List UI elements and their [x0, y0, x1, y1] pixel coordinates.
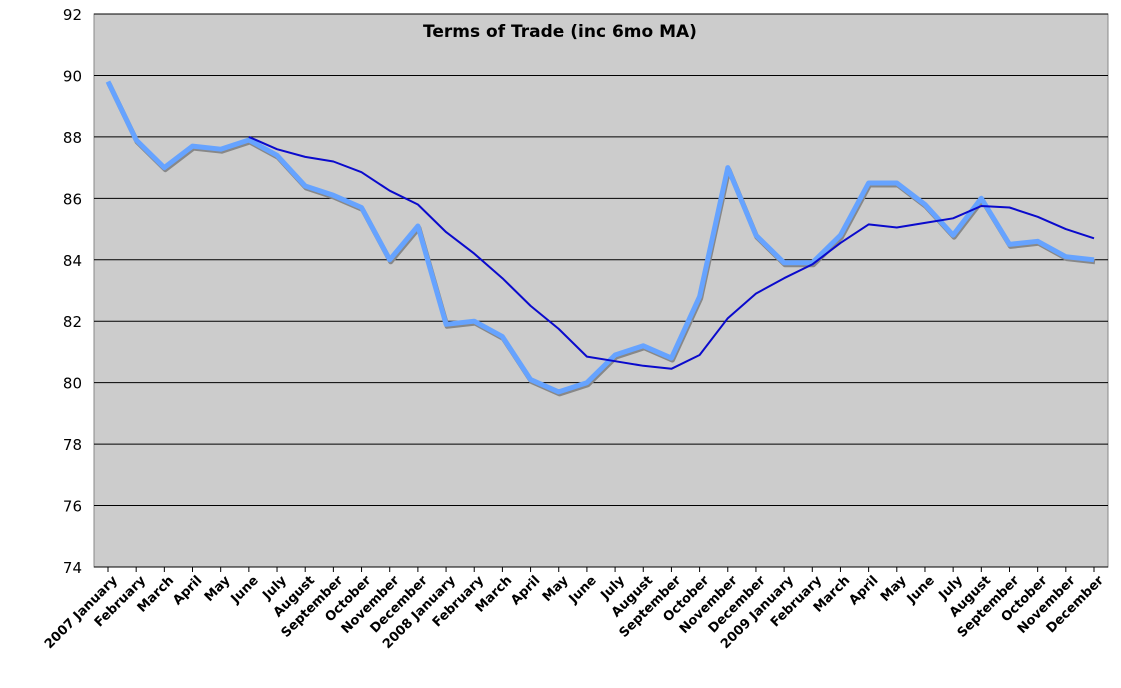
y-tick-label: 92 — [63, 6, 82, 24]
y-tick-label: 74 — [63, 559, 82, 577]
x-tick-label: April — [508, 573, 543, 608]
y-tick-label: 76 — [63, 498, 82, 516]
chart-title: Terms of Trade (inc 6mo MA) — [423, 22, 697, 42]
y-tick-label: 88 — [63, 129, 82, 147]
x-tick-label: June — [566, 573, 600, 607]
x-tick-label: June — [904, 573, 938, 607]
y-tick-label: 80 — [63, 375, 82, 393]
y-tick-label: 90 — [63, 67, 82, 85]
x-tick-label: May — [202, 573, 234, 605]
x-tick-label: May — [540, 573, 572, 605]
x-tick-label: April — [170, 573, 205, 608]
x-tick-label: April — [846, 573, 881, 608]
y-tick-label: 84 — [63, 252, 82, 270]
x-tick-label: June — [228, 573, 262, 607]
y-axis: 74 76 78 80 82 84 86 88 90 92 — [63, 6, 82, 577]
y-tick-label: 86 — [63, 190, 82, 208]
plot-area — [94, 14, 1108, 567]
y-tick-label: 82 — [63, 313, 82, 331]
y-tick-label: 78 — [63, 436, 82, 454]
x-tick-label: May — [878, 573, 910, 605]
x-axis: 2007 JanuaryFebruaryMarchAprilMayJuneJul… — [42, 567, 1107, 652]
